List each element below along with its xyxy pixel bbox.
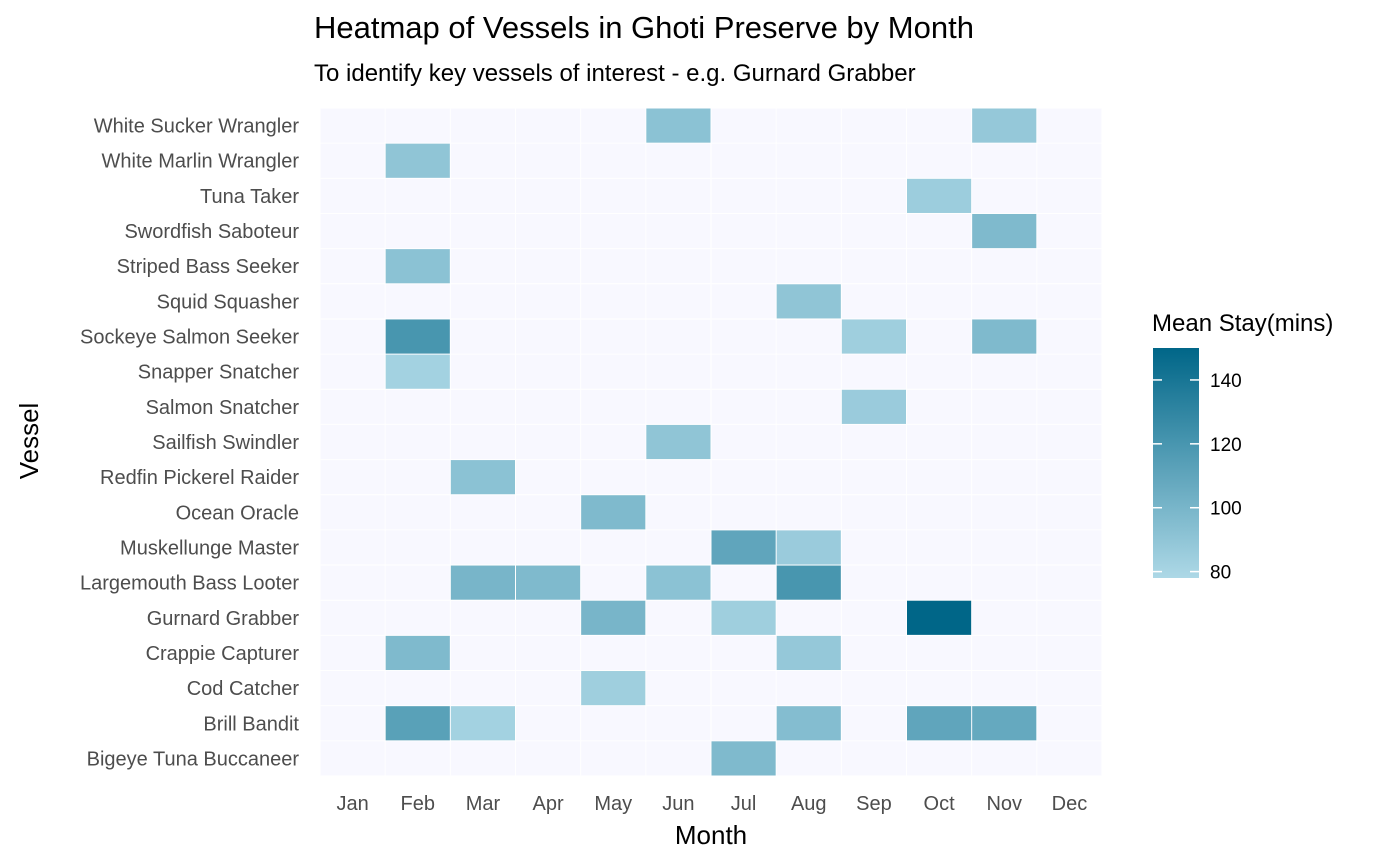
heatmap-cell (385, 143, 450, 178)
y-tick-label: Snapper Snatcher (138, 362, 300, 384)
heatmap-cell (841, 389, 906, 424)
x-axis-title: Month (675, 820, 747, 850)
heatmap-cell (972, 706, 1037, 741)
legend-tick-label: 140 (1210, 371, 1242, 392)
heatmap-cell (581, 671, 646, 706)
y-tick-label: Sailfish Swindler (152, 432, 299, 454)
heatmap-cell (646, 108, 711, 143)
x-axis-labels: Jan Feb Mar Apr May Jun Jul Aug Sep Oct Nov Dec (336, 793, 1087, 815)
heatmap-cell (450, 565, 515, 600)
x-tick-label: May (594, 793, 632, 815)
x-tick-label: Oct (924, 793, 956, 815)
y-tick-label: Crappie Capturer (146, 643, 300, 665)
heatmap-cell (711, 600, 776, 635)
heatmap-cell (907, 706, 972, 741)
x-tick-label: Apr (533, 793, 564, 815)
heatmap-cell (776, 565, 841, 600)
heatmap-cell (776, 635, 841, 671)
y-axis-title: Vessel (14, 403, 44, 480)
x-tick-label: Dec (1052, 793, 1088, 815)
heatmap-cell (646, 565, 711, 600)
y-tick-label: Sockeye Salmon Seeker (80, 327, 299, 349)
heatmap-cell (385, 249, 450, 284)
heatmap-cell (516, 565, 581, 600)
heatmap-cell (907, 600, 972, 635)
legend-tick-label: 120 (1210, 435, 1242, 456)
y-tick-label: Swordfish Saboteur (124, 221, 299, 243)
legend-title: Mean Stay(mins) (1152, 310, 1333, 337)
x-tick-label: Mar (466, 793, 501, 815)
heatmap-cell (581, 600, 646, 635)
heatmap-cell (972, 108, 1037, 143)
y-tick-label: Cod Catcher (187, 678, 300, 700)
y-tick-label: Redfin Pickerel Raider (100, 467, 299, 489)
y-tick-label: Brill Bandit (203, 713, 299, 735)
x-tick-label: Aug (791, 793, 827, 815)
heatmap-cell (385, 354, 450, 389)
y-tick-label: Tuna Taker (200, 186, 299, 208)
heatmap-cell (972, 213, 1037, 249)
heatmap-cell (385, 706, 450, 741)
heatmap-cells (385, 108, 1037, 776)
chart-subtitle: To identify key vessels of interest - e.… (314, 60, 916, 87)
legend-tick-label: 80 (1210, 563, 1231, 584)
y-tick-label: Ocean Oracle (176, 502, 299, 524)
x-tick-label: Sep (856, 793, 892, 815)
x-tick-label: Feb (401, 793, 435, 815)
y-tick-label: Muskellunge Master (120, 537, 299, 559)
legend-ticks: 80 100 120 140 (1153, 371, 1242, 584)
heatmap-cell (841, 319, 906, 354)
y-tick-label: Salmon Snatcher (146, 397, 300, 419)
heatmap-cell (972, 319, 1037, 354)
legend: Mean Stay(mins) 80 100 120 140 (1152, 310, 1333, 584)
heatmap-cell (711, 741, 776, 776)
y-axis-labels: White Sucker Wrangler White Marlin Wrangl… (80, 116, 299, 771)
legend-tick-label: 100 (1210, 499, 1242, 520)
heatmap-cell (776, 706, 841, 741)
y-tick-label: Largemouth Bass Looter (80, 573, 299, 595)
y-tick-label: White Sucker Wrangler (94, 116, 300, 138)
heatmap-cell (450, 706, 515, 741)
heatmap-cell (581, 495, 646, 530)
heatmap-cell (385, 635, 450, 671)
y-tick-label: Striped Bass Seeker (117, 256, 300, 278)
heatmap-cell (646, 424, 711, 460)
heatmap-cell (450, 460, 515, 495)
y-tick-label: Gurnard Grabber (147, 608, 300, 630)
x-tick-label: Jul (731, 793, 757, 815)
x-tick-label: Jun (662, 793, 694, 815)
plot-panel (319, 107, 1103, 777)
y-tick-label: White Marlin Wrangler (102, 151, 300, 173)
x-tick-label: Nov (986, 793, 1022, 815)
y-tick-label: Bigeye Tuna Buccaneer (87, 748, 300, 770)
heatmap-cell (711, 530, 776, 565)
x-tick-label: Jan (336, 793, 368, 815)
heatmap-cell (907, 178, 972, 213)
chart-title: Heatmap of Vessels in Ghoti Preserve by … (314, 10, 974, 45)
heatmap-cell (776, 530, 841, 565)
y-tick-label: Squid Squasher (157, 291, 300, 313)
heatmap-cell (776, 284, 841, 319)
heatmap-cell (385, 319, 450, 354)
legend-colorbar (1153, 348, 1199, 578)
